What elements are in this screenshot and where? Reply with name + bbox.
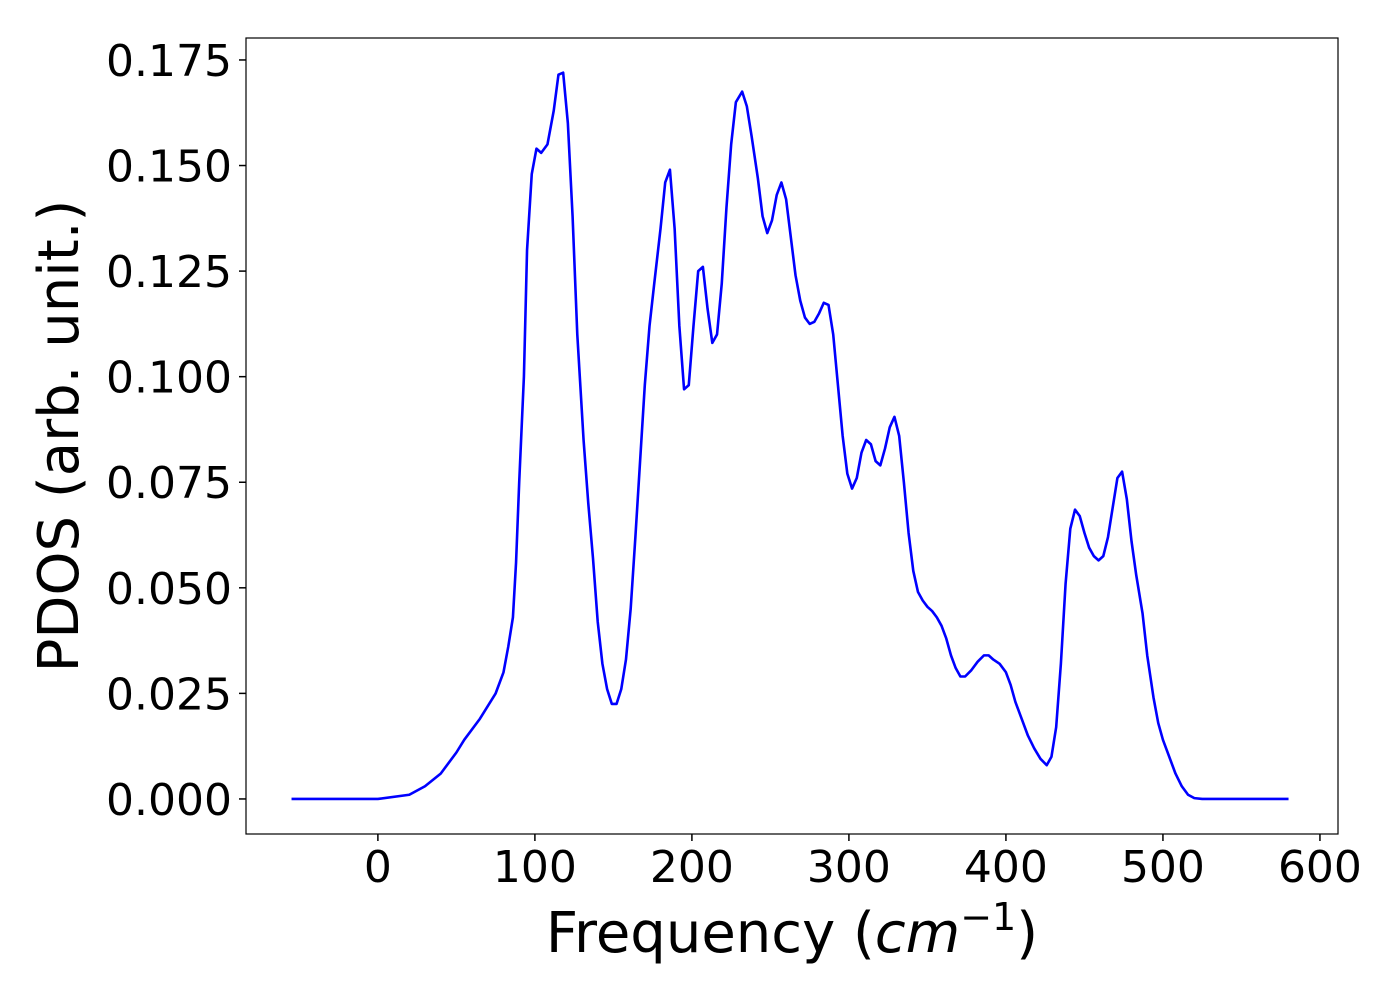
x-tick-label: 0: [364, 842, 392, 893]
x-tick-label: 500: [1121, 842, 1205, 893]
y-tick-label: 0.150: [106, 142, 232, 193]
x-tick-label: 300: [807, 842, 891, 893]
x-label-text: Frequency (: [546, 901, 875, 966]
y-axis-label: PDOS (arb. unit.): [27, 200, 92, 673]
y-tick-label: 0.175: [106, 36, 232, 87]
x-axis-label: Frequency (cm−1): [546, 895, 1038, 966]
y-tick-label: 0.050: [106, 564, 232, 615]
y-tick-label: 0.025: [106, 669, 232, 720]
x-tick-label: 200: [650, 842, 734, 893]
x-tick-label: 400: [964, 842, 1048, 893]
y-tick-label: 0.125: [106, 247, 232, 298]
x-tick-label: 100: [493, 842, 577, 893]
x-label-text: ): [1016, 901, 1038, 966]
y-tick-label: 0.100: [106, 353, 232, 404]
x-label-math: cm: [875, 901, 960, 966]
plot-frame: [245, 37, 1339, 835]
data-line: [291, 71, 1289, 801]
y-tick-label: 0.000: [106, 775, 232, 826]
x-label-superscript: −1: [960, 895, 1016, 939]
x-tick-label: 600: [1278, 842, 1362, 893]
y-tick-label: 0.075: [106, 458, 232, 509]
